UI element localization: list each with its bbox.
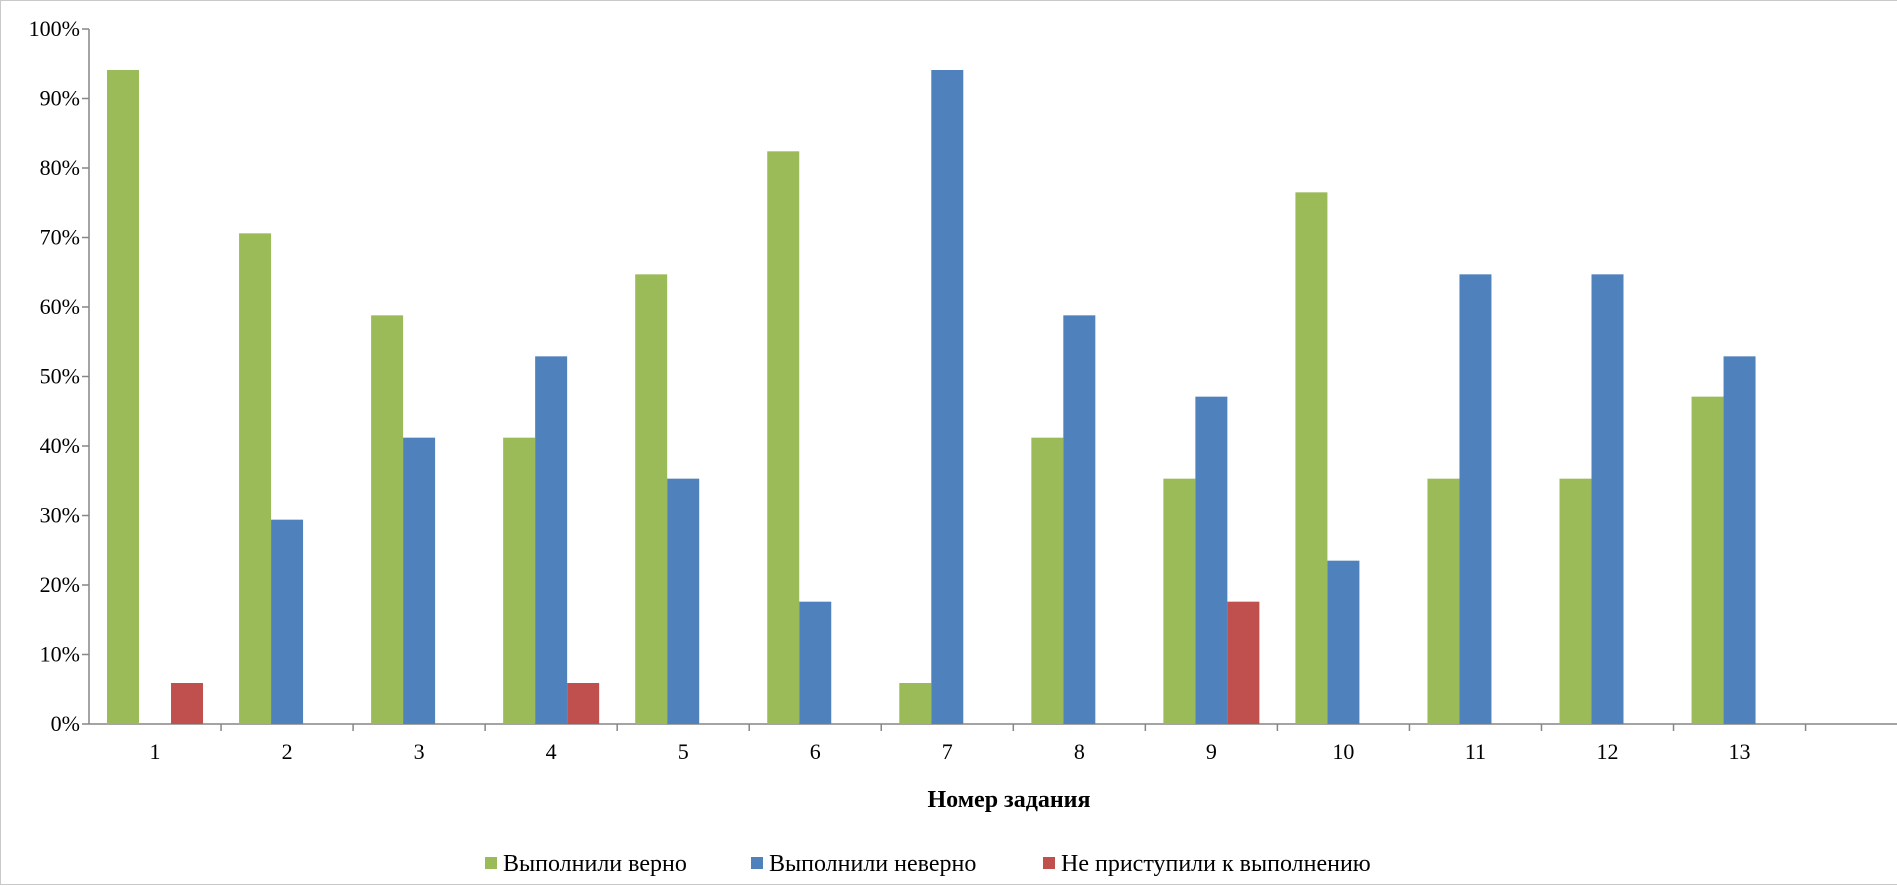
bar-series-2-task-8 — [1063, 315, 1096, 724]
bar-series-3-task-1 — [171, 682, 204, 724]
x-tick-label: 13 — [1729, 739, 1751, 764]
bar-series-2-task-9 — [1195, 396, 1228, 724]
x-axis-title: Номер задания — [928, 787, 1091, 813]
bar-series-1-task-9 — [1163, 478, 1196, 724]
bar-series-1-task-2 — [239, 233, 272, 724]
bar-series-1-task-10 — [1295, 192, 1328, 724]
x-tick-label: 11 — [1465, 739, 1486, 764]
bar-series-2-task-11 — [1459, 274, 1492, 724]
x-tick-label: 10 — [1332, 739, 1354, 764]
legend-label-3: Не приступили к выполнению — [1061, 851, 1371, 877]
bar-series-1-task-3 — [371, 315, 404, 724]
x-tick-label: 8 — [1074, 739, 1085, 764]
y-tick-label: 70% — [40, 225, 80, 250]
x-tick-label: 3 — [414, 739, 425, 764]
bar-series-2-task-10 — [1327, 560, 1360, 724]
bar-series-1-task-13 — [1691, 396, 1724, 724]
bar-series-3-task-4 — [567, 682, 600, 724]
bar-series-2-task-12 — [1591, 274, 1624, 724]
plot-area: 0%10%20%30%40%50%60%70%80%90%100%1 2 3 4 5 6 7… — [29, 16, 1897, 764]
y-tick-label: 80% — [40, 155, 80, 180]
bar-series-2-task-4 — [535, 356, 568, 724]
bar-series-2-task-3 — [403, 437, 436, 724]
bar-series-3-task-9 — [1227, 601, 1260, 724]
y-tick-label: 100% — [29, 16, 80, 41]
y-tick-label: 0% — [51, 711, 80, 736]
legend-swatch-3 — [1043, 857, 1055, 869]
x-tick-label: 9 — [1206, 739, 1217, 764]
y-tick-label: 20% — [40, 572, 80, 597]
bar-series-1-task-11 — [1427, 478, 1460, 724]
x-tick-label: 2 — [282, 739, 293, 764]
legend-swatch-1 — [485, 857, 497, 869]
y-tick-label: 10% — [40, 642, 80, 667]
y-tick-label: 30% — [40, 503, 80, 528]
y-tick-label: 50% — [40, 364, 80, 389]
x-tick-label: 4 — [546, 739, 557, 764]
y-tick-label: 40% — [40, 433, 80, 458]
legend: Выполнили верно Выполнили неверно Не прист… — [485, 851, 1371, 877]
bar-series-2-task-13 — [1723, 356, 1756, 724]
legend-swatch-2 — [751, 857, 763, 869]
y-tick-label: 60% — [40, 294, 80, 319]
bar-series-1-task-8 — [1031, 437, 1064, 724]
legend-label-2: Выполнили неверно — [769, 851, 976, 877]
bar-series-2-task-2 — [271, 519, 304, 724]
bar-series-1-task-4 — [503, 437, 536, 724]
bar-series-1-task-5 — [635, 274, 668, 724]
bar-series-1-task-12 — [1559, 478, 1592, 724]
bar-series-2-task-7 — [931, 70, 964, 724]
x-tick-label: 5 — [678, 739, 689, 764]
bar-series-1-task-1 — [107, 70, 140, 724]
x-tick-label: 6 — [810, 739, 821, 764]
y-tick-label: 90% — [40, 86, 80, 111]
x-tick-label: 1 — [150, 739, 161, 764]
x-tick-label: 7 — [942, 739, 953, 764]
bar-series-2-task-6 — [799, 601, 832, 724]
bar-series-1-task-6 — [767, 151, 800, 724]
bar-series-1-task-7 — [899, 682, 932, 724]
legend-label-1: Выполнили верно — [503, 851, 687, 877]
bar-series-2-task-5 — [667, 478, 700, 724]
x-tick-label: 12 — [1597, 739, 1619, 764]
